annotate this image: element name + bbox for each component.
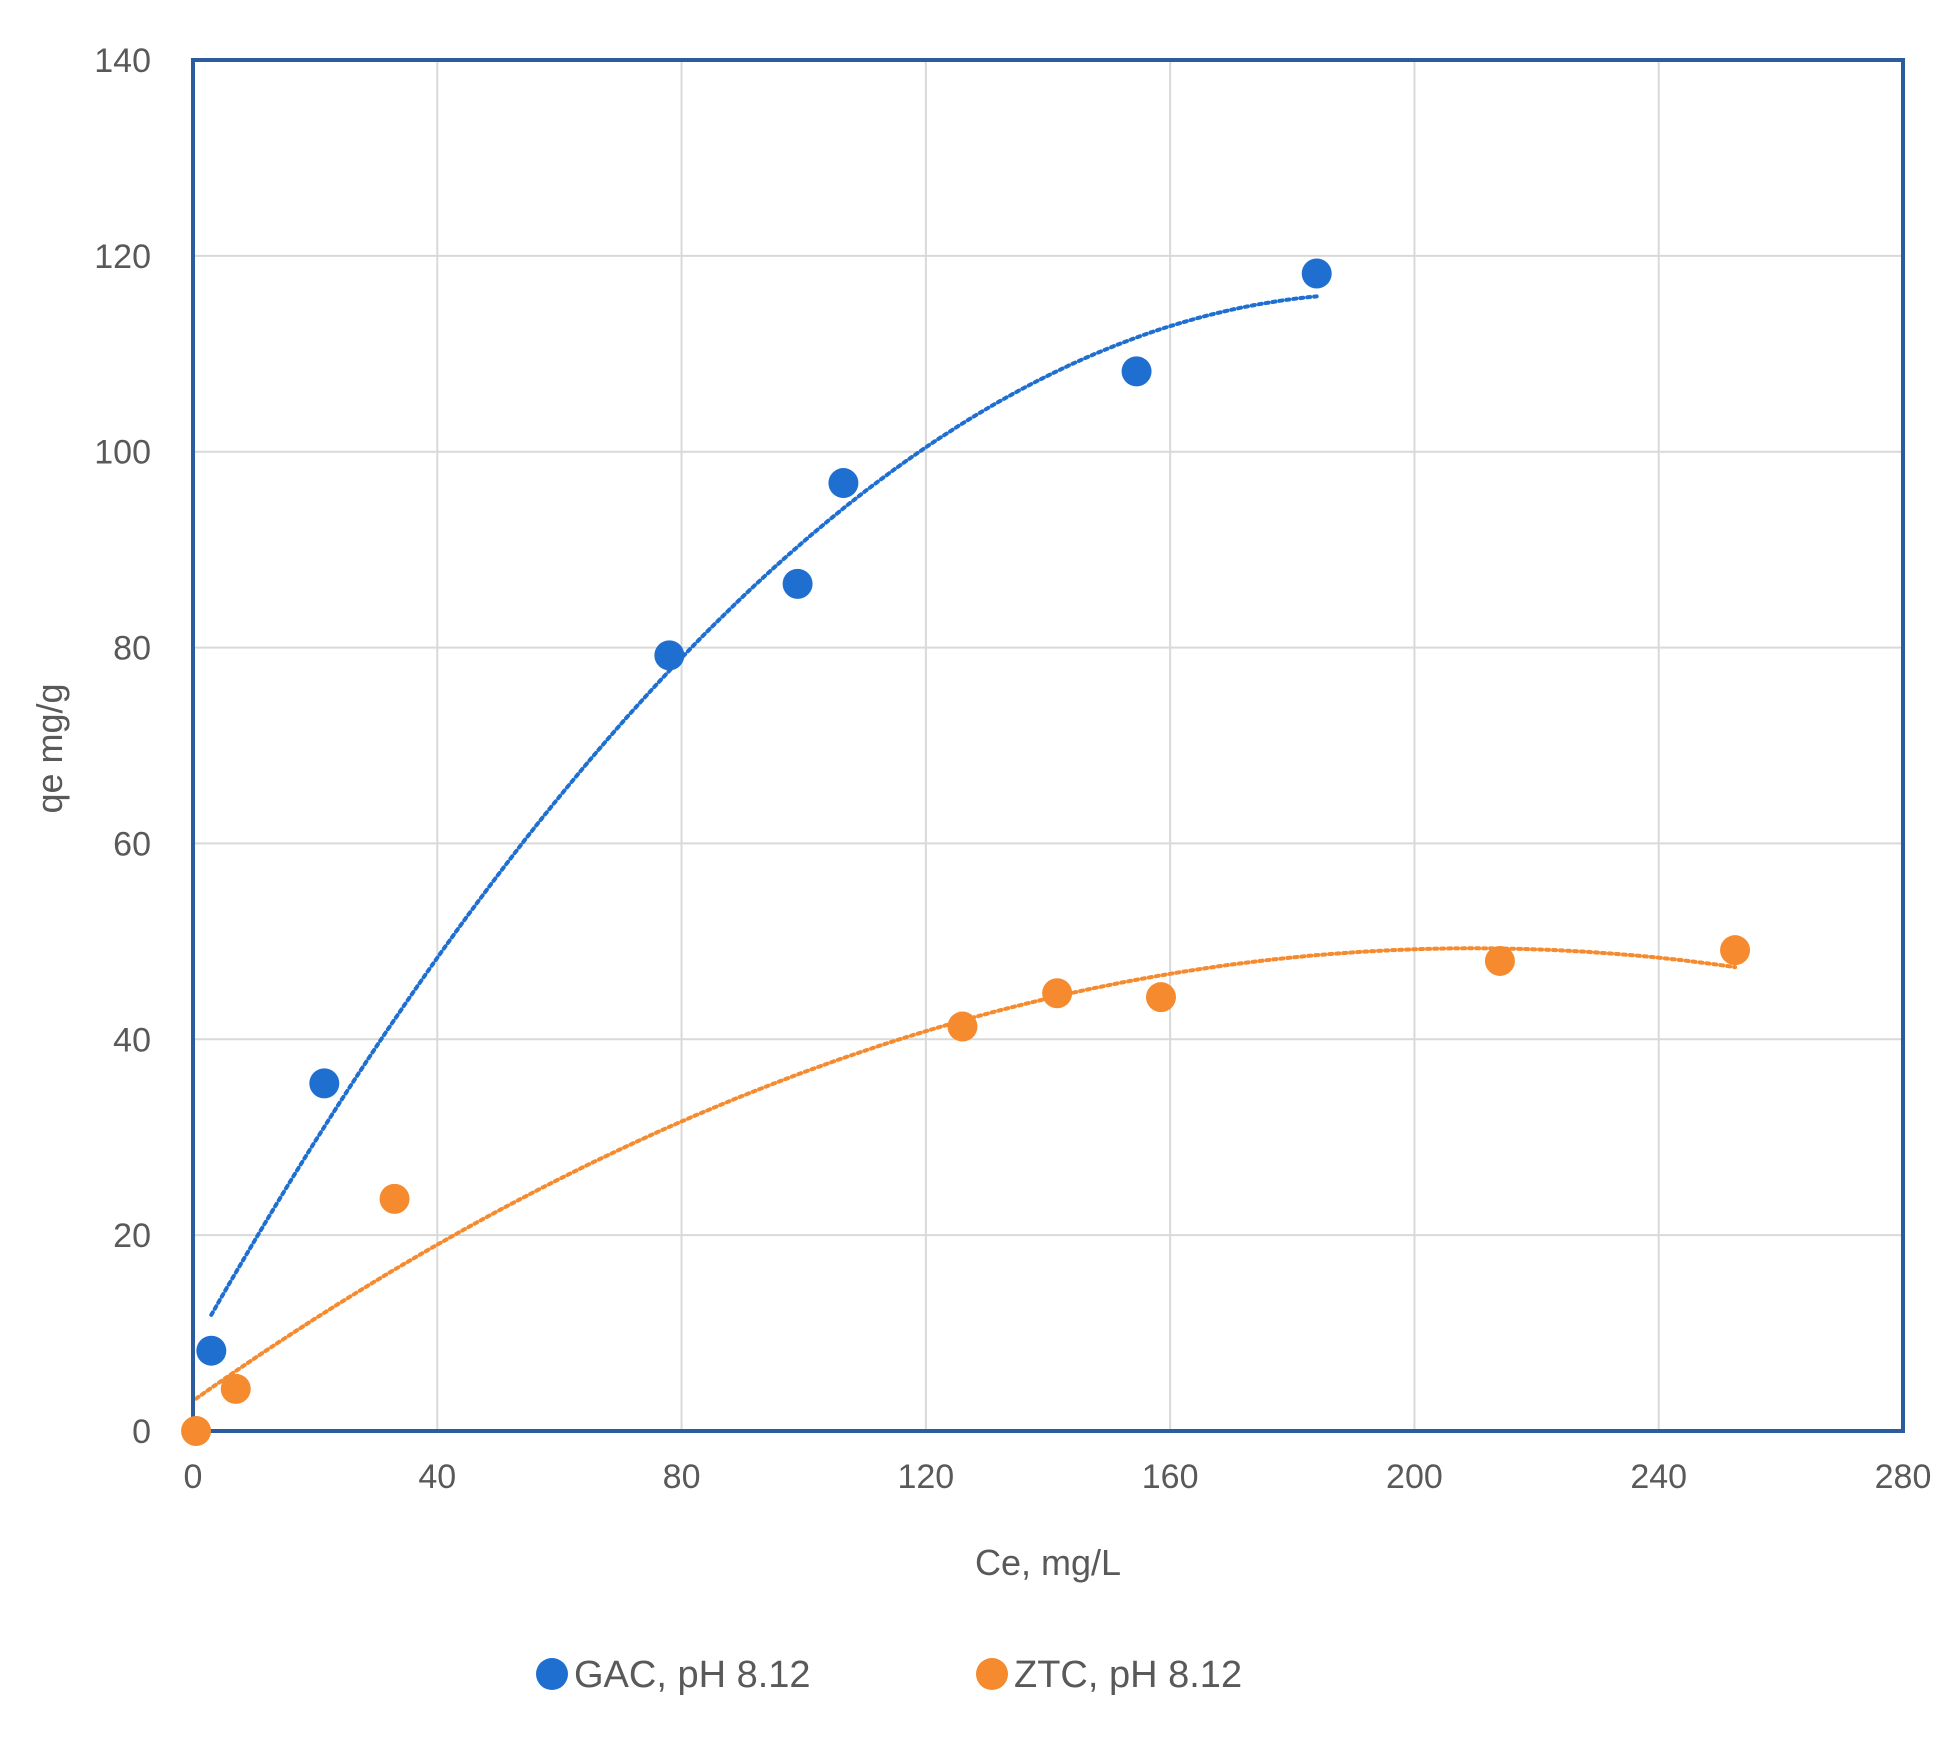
- data-point-series-0: [1301, 258, 1332, 289]
- y-tick-label: 140: [94, 42, 151, 80]
- data-point-series-1: [379, 1183, 410, 1214]
- y-tick-label: 0: [132, 1413, 151, 1451]
- trendlines: [194, 294, 1738, 1401]
- data-point-series-1: [181, 1416, 212, 1446]
- data-point-series-0: [828, 468, 859, 499]
- axis-tick-labels: 0 40 80 120 160 200 240 280 0 20 40 60 80 100 120 140: [94, 42, 1931, 1496]
- y-tick-label: 20: [113, 1217, 151, 1255]
- legend-marker-series-0: [536, 1658, 568, 1690]
- data-point-series-1: [220, 1373, 251, 1404]
- legend-marker-series-1: [976, 1658, 1008, 1690]
- x-tick-label: 120: [897, 1458, 954, 1496]
- plot-area-border: [191, 58, 1905, 1433]
- data-point-series-1: [1145, 982, 1176, 1013]
- x-tick-label: 160: [1142, 1458, 1199, 1496]
- x-tick-label: 0: [184, 1458, 203, 1496]
- data-points: [181, 258, 1751, 1446]
- trendline-series-0: [209, 294, 1319, 1317]
- data-point-series-0: [782, 568, 813, 599]
- data-point-series-0: [654, 640, 685, 671]
- x-tick-label: 240: [1630, 1458, 1687, 1496]
- x-axis-title: Ce, mg/L: [975, 1542, 1121, 1583]
- data-point-series-0: [309, 1068, 340, 1099]
- x-tick-label: 280: [1875, 1458, 1932, 1496]
- y-tick-label: 120: [94, 238, 151, 276]
- y-tick-label: 60: [113, 825, 151, 863]
- data-point-series-1: [1484, 945, 1515, 976]
- data-point-series-1: [947, 1011, 978, 1042]
- gridlines: [193, 60, 1903, 1431]
- legend-label-series-0: GAC, pH 8.12: [574, 1654, 811, 1696]
- data-point-series-0: [196, 1335, 227, 1366]
- y-axis-title: qe mg/g: [29, 683, 70, 813]
- y-tick-label: 80: [113, 630, 151, 668]
- legend-label-series-1: ZTC, pH 8.12: [1014, 1654, 1242, 1696]
- y-tick-label: 40: [113, 1021, 151, 1059]
- x-tick-label: 40: [418, 1458, 456, 1496]
- data-point-series-1: [1720, 935, 1751, 966]
- x-tick-label: 80: [663, 1458, 701, 1496]
- data-point-series-0: [1121, 356, 1152, 387]
- legend: GAC, pH 8.12 ZTC, pH 8.12: [536, 1654, 1242, 1696]
- data-point-series-1: [1042, 978, 1073, 1009]
- x-tick-label: 200: [1386, 1458, 1443, 1496]
- y-tick-label: 100: [94, 434, 151, 472]
